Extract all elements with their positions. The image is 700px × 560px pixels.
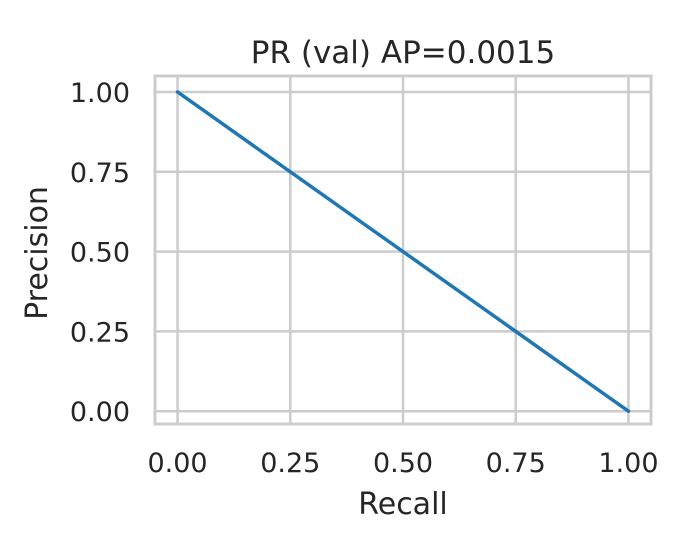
grid-lines — [155, 76, 651, 424]
x-tick-label: 0.25 — [260, 448, 320, 479]
x-tick-label: 0.75 — [486, 448, 546, 479]
series-layer — [175, 90, 631, 413]
x-tick-labels: 0.00 0.25 0.50 0.75 1.00 — [147, 448, 658, 479]
y-tick-label: 0.00 — [70, 397, 130, 428]
pr-curve-line — [175, 90, 631, 413]
chart-title: PR (val) AP=0.0015 — [251, 35, 555, 71]
x-tick-label: 0.50 — [373, 448, 433, 479]
y-axis-label: Precision — [20, 186, 55, 320]
y-tick-label: 0.75 — [70, 158, 130, 189]
x-axis-label: Recall — [358, 487, 448, 522]
y-tick-labels: 0.00 0.25 0.50 0.75 1.00 — [70, 78, 130, 428]
y-tick-label: 1.00 — [70, 78, 130, 109]
y-tick-label: 0.25 — [70, 317, 130, 348]
plot-frame — [153, 74, 653, 426]
y-tick-label: 0.50 — [70, 238, 130, 269]
x-tick-label: 0.00 — [147, 448, 207, 479]
x-tick-label: 1.00 — [598, 448, 658, 479]
